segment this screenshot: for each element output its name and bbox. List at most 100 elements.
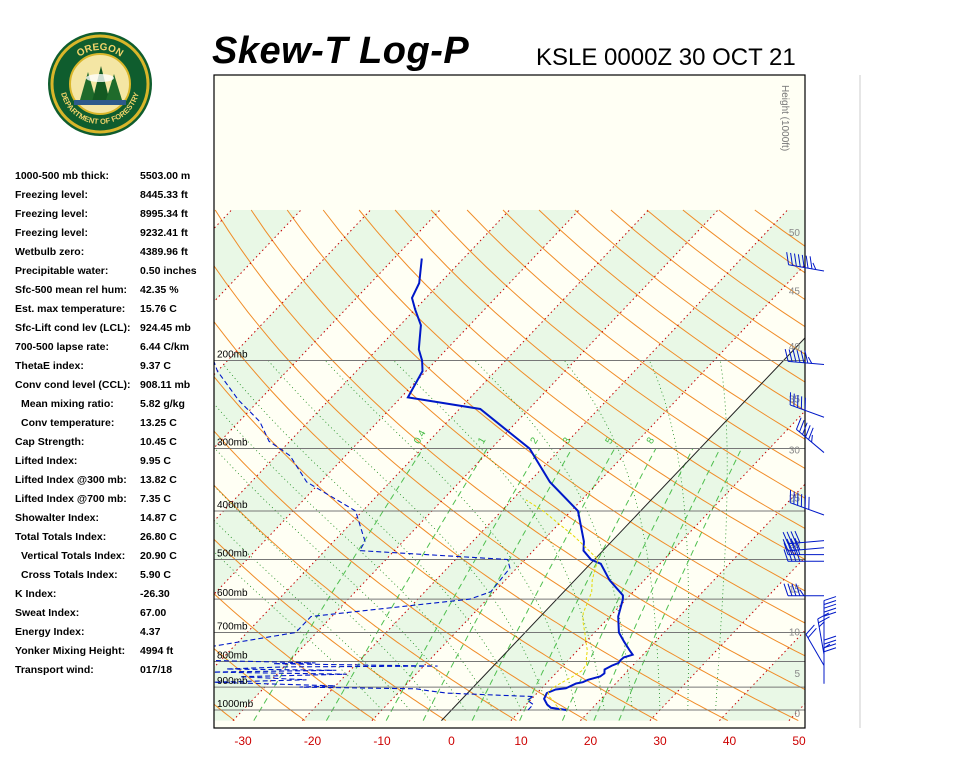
index-row: Sfc-500 mean rel hum: 42.35 %	[15, 282, 215, 301]
height-tick-label: 50	[789, 228, 801, 239]
isotherm-line	[719, 629, 805, 721]
isotherm-line	[0, 210, 93, 721]
wind-barb	[789, 490, 825, 516]
temperature-profile-line	[406, 258, 635, 711]
wind-barb-feather	[823, 600, 837, 605]
index-row: Mean mixing ratio: 5.82 g/kg	[15, 396, 215, 415]
dry-adiabat-line	[250, 209, 805, 657]
x-tick-label: 50	[792, 734, 806, 748]
wind-barb-feather	[795, 549, 801, 562]
wind-barb	[823, 635, 837, 677]
height-tick-label: 25	[789, 494, 801, 505]
wind-barb-feather	[794, 538, 801, 551]
index-row: Lifted Index @300 mb: 13.82 C	[15, 472, 215, 491]
mixing-ratio-line	[471, 448, 616, 721]
pressure-label: 600mb	[217, 588, 248, 599]
index-value: 67.00	[140, 607, 167, 619]
height-tick-label: 10	[789, 628, 801, 639]
index-row: Lifted Index @700 mb: 7.35 C	[15, 491, 215, 510]
wind-barb-feather	[782, 539, 789, 552]
index-value: 15.76 C	[140, 303, 177, 315]
isotherm-line	[214, 209, 580, 595]
dry-adiabat-line	[214, 320, 729, 722]
wind-barb-feather	[795, 542, 801, 555]
x-tick-label: -30	[234, 734, 252, 748]
index-label: Cross Totals Index:	[21, 569, 118, 581]
temperature-band	[302, 210, 805, 721]
index-label: Yonker Mixing Height:	[15, 645, 126, 657]
wind-barb-feather	[823, 647, 837, 653]
isotherm-line	[214, 209, 232, 230]
temperature-band	[214, 210, 301, 302]
index-label: Vertical Totals Index:	[21, 550, 126, 562]
mixing-ratio-line	[385, 448, 540, 721]
index-value: 017/18	[140, 664, 173, 676]
isotherm-line	[858, 210, 960, 721]
isotherm-line	[510, 410, 805, 721]
moist-adiabat-line	[214, 551, 383, 711]
wind-barb	[823, 643, 837, 684]
wind-barb-feather	[787, 583, 793, 596]
isotherm-line	[214, 209, 649, 669]
index-row: Est. max temperature: 15.76 C	[15, 301, 215, 320]
index-label: Conv cond level (CCL):	[15, 379, 131, 391]
wind-barb-feather	[823, 603, 837, 609]
pressure-label: 800mb	[217, 651, 248, 662]
x-tick-label: 20	[584, 734, 598, 748]
wind-barb-feather	[787, 549, 793, 562]
isotherm-line	[649, 556, 805, 721]
index-row: Precipitable water: 0.50 inches	[15, 263, 215, 282]
index-value: 7.35 C	[140, 493, 171, 505]
dry-adiabat-line	[394, 209, 805, 530]
wind-barb	[789, 392, 825, 418]
moist-adiabat-line	[214, 485, 438, 711]
wind-barb-feather	[808, 427, 814, 440]
wind-barb-feather	[787, 542, 793, 555]
wind-barb-feather	[802, 422, 808, 435]
index-row: Yonker Mixing Height: 4994 ft	[15, 643, 215, 662]
wind-barb-feather	[801, 254, 805, 268]
index-label: Conv temperature:	[21, 417, 115, 429]
wind-barb-feather	[807, 628, 817, 639]
temperature-band	[214, 210, 718, 721]
height-tick-label: 5	[794, 669, 800, 680]
wind-barb-feather	[809, 256, 813, 269]
isotherm-line	[302, 209, 788, 721]
index-label: Lifted Index:	[15, 455, 78, 467]
index-label: Wetbulb zero:	[15, 246, 85, 258]
wind-barb-feather	[823, 643, 837, 649]
mixing-ratio-label: 3	[561, 435, 574, 446]
wind-barb-staff	[790, 502, 825, 516]
wind-barb-feather	[823, 635, 837, 641]
index-value: 9.37 C	[140, 360, 171, 372]
index-row: Lifted Index: 9.95 C	[15, 453, 215, 472]
index-label: Mean mixing ratio:	[21, 398, 114, 410]
wind-barb	[823, 603, 837, 645]
index-label: K Index:	[15, 588, 57, 600]
index-value: 6.44 C/km	[140, 341, 190, 353]
dry-adiabat-line	[502, 209, 805, 440]
wind-barb	[823, 596, 837, 637]
pressure-label: 900mb	[217, 676, 248, 687]
wind-barb-feather	[790, 531, 797, 544]
index-value: 4389.96 ft	[140, 246, 188, 258]
isotherm-line	[371, 264, 805, 721]
index-row: ThetaE index: 9.37 C	[15, 358, 215, 377]
oregon-dept-forestry-logo: OREGON DEPARTMENT OF FORESTRY	[46, 30, 154, 138]
index-row: Cap Strength: 10.45 C	[15, 434, 215, 453]
dry-adiabat-line	[214, 209, 805, 691]
index-label: 1000-500 mb thick:	[15, 170, 109, 182]
temperature-band	[719, 630, 805, 721]
wind-barb-feather	[795, 583, 801, 596]
wind-barb-feather	[823, 639, 837, 645]
index-label: Cap Strength:	[15, 436, 85, 448]
wind-barb-feather	[788, 349, 793, 362]
wind-barb-feather	[805, 255, 809, 269]
wind-barb-staff	[790, 404, 825, 418]
index-row: Freezing level: 8995.34 ft	[15, 206, 215, 225]
wind-barb	[783, 583, 824, 597]
wind-barb-feather	[794, 530, 801, 543]
index-row: K Index: -26.30	[15, 586, 215, 605]
mixing-ratio-label: 1	[476, 435, 489, 446]
